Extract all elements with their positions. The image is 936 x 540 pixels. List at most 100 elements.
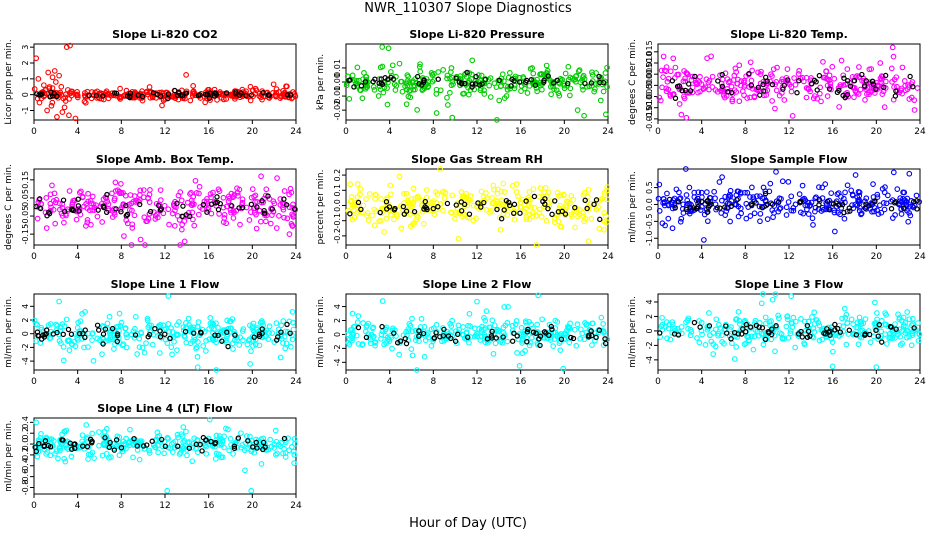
data-point (908, 342, 915, 349)
data-point (783, 204, 790, 211)
reference-point (773, 323, 779, 329)
data-point (369, 212, 375, 219)
reference-point (465, 334, 471, 340)
reference-point (568, 334, 574, 341)
data-point (208, 210, 215, 217)
reference-point (893, 88, 899, 94)
data-point (894, 328, 900, 335)
data-point (669, 225, 676, 232)
data-point (834, 191, 841, 197)
reference-point (879, 339, 885, 345)
data-points (345, 166, 611, 248)
reference-point (351, 84, 357, 90)
data-point (600, 321, 607, 327)
data-point (843, 341, 850, 348)
data-point (914, 85, 921, 91)
data-point (558, 78, 564, 84)
data-point (906, 210, 912, 216)
y-tick-label: 0.4 (21, 416, 30, 429)
data-point (148, 322, 154, 329)
data-point (523, 205, 529, 212)
reference-point (768, 331, 775, 338)
data-point (77, 318, 84, 324)
data-point (379, 44, 386, 50)
data-point (504, 86, 511, 93)
reference-point (347, 77, 353, 83)
data-point (844, 182, 851, 189)
reference-point (260, 89, 266, 96)
data-point (218, 441, 225, 448)
data-point (589, 320, 596, 327)
data-point (147, 187, 153, 193)
data-point (364, 322, 370, 329)
data-point (122, 441, 129, 447)
data-point (466, 339, 472, 346)
reference-point (102, 434, 108, 441)
data-point (276, 213, 282, 219)
data-point (829, 63, 836, 70)
data-point (410, 200, 417, 206)
data-point (581, 336, 588, 343)
data-point (493, 84, 500, 90)
data-point (154, 429, 161, 436)
data-point (347, 198, 354, 205)
data-point (146, 447, 153, 454)
data-point (176, 451, 183, 457)
data-point (873, 364, 880, 370)
data-point (602, 70, 609, 76)
data-point (820, 206, 827, 213)
data-point (465, 196, 472, 202)
data-point (526, 216, 533, 223)
data-point (238, 430, 244, 437)
data-point (99, 323, 106, 329)
data-point (414, 107, 420, 113)
data-point (137, 236, 144, 243)
data-point (111, 445, 118, 452)
data-point (667, 93, 674, 99)
reference-point (822, 331, 829, 337)
data-point (858, 211, 864, 218)
data-point (518, 88, 524, 94)
reference-point (76, 330, 83, 337)
data-point (137, 438, 144, 445)
data-point (487, 75, 494, 81)
data-point (85, 456, 91, 462)
data-point (130, 454, 136, 461)
y-tick-label: 4 (645, 299, 654, 304)
data-point (247, 209, 254, 215)
data-point (494, 326, 501, 333)
reference-point (910, 83, 916, 90)
data-point (62, 94, 69, 101)
data-point (575, 213, 581, 220)
data-point (538, 71, 545, 78)
data-point (385, 79, 391, 86)
data-point (536, 194, 543, 200)
reference-point (570, 335, 577, 342)
reference-point (686, 81, 692, 87)
data-point (439, 207, 446, 214)
data-point (584, 193, 591, 200)
data-point (542, 184, 549, 191)
data-point (875, 211, 882, 217)
data-point (178, 197, 185, 204)
data-point (760, 291, 766, 297)
data-point (381, 341, 388, 348)
data-point (526, 342, 533, 349)
data-point (862, 97, 868, 103)
data-point (489, 317, 496, 324)
data-point (466, 78, 473, 84)
data-point (604, 64, 610, 71)
data-point (509, 327, 516, 334)
data-point (272, 427, 279, 434)
data-point (445, 102, 451, 108)
data-point (165, 444, 172, 451)
x-tick-label: 4 (387, 377, 393, 387)
data-point (389, 327, 396, 334)
data-point (80, 193, 86, 200)
data-point (478, 72, 485, 79)
data-point (53, 321, 59, 328)
data-point (146, 450, 153, 456)
data-point (233, 207, 240, 214)
data-point (104, 320, 111, 327)
data-point (205, 204, 212, 211)
